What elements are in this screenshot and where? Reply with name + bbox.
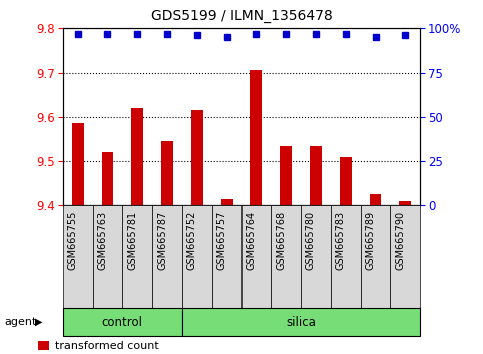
Text: GSM665763: GSM665763 bbox=[98, 210, 108, 270]
Text: GSM665787: GSM665787 bbox=[157, 210, 167, 270]
Bar bbox=[122, 205, 152, 308]
Bar bbox=[242, 205, 271, 308]
Text: control: control bbox=[102, 316, 143, 329]
Bar bbox=[131, 108, 143, 205]
Bar bbox=[182, 205, 212, 308]
Text: GSM665755: GSM665755 bbox=[68, 210, 78, 270]
Text: agent: agent bbox=[5, 317, 37, 327]
Bar bbox=[280, 145, 292, 205]
Text: silica: silica bbox=[286, 316, 316, 329]
Text: GSM665783: GSM665783 bbox=[336, 210, 346, 270]
Bar bbox=[271, 205, 301, 308]
Text: GSM665752: GSM665752 bbox=[187, 210, 197, 270]
Bar bbox=[191, 110, 203, 205]
Text: GSM665789: GSM665789 bbox=[366, 210, 376, 270]
Bar bbox=[152, 205, 182, 308]
Bar bbox=[93, 205, 122, 308]
Bar bbox=[390, 205, 420, 308]
Bar bbox=[361, 205, 390, 308]
Bar bbox=[301, 205, 331, 308]
Bar bbox=[221, 199, 233, 205]
Bar bbox=[182, 308, 420, 336]
Text: GDS5199 / ILMN_1356478: GDS5199 / ILMN_1356478 bbox=[151, 9, 332, 23]
Bar bbox=[331, 205, 361, 308]
Text: GSM665764: GSM665764 bbox=[246, 210, 256, 270]
Text: GSM665780: GSM665780 bbox=[306, 210, 316, 270]
Bar bbox=[369, 194, 382, 205]
Bar bbox=[63, 308, 182, 336]
Bar bbox=[161, 141, 173, 205]
Legend: transformed count, percentile rank within the sample: transformed count, percentile rank withi… bbox=[34, 336, 247, 354]
Bar bbox=[310, 145, 322, 205]
Bar bbox=[72, 124, 84, 205]
Bar bbox=[101, 152, 114, 205]
Bar bbox=[340, 156, 352, 205]
Text: GSM665781: GSM665781 bbox=[127, 210, 137, 270]
Bar bbox=[251, 70, 262, 205]
Text: ▶: ▶ bbox=[35, 317, 43, 327]
Text: GSM665757: GSM665757 bbox=[216, 210, 227, 270]
Text: GSM665790: GSM665790 bbox=[395, 210, 405, 270]
Bar bbox=[63, 205, 93, 308]
Bar bbox=[212, 205, 242, 308]
Bar bbox=[399, 201, 412, 205]
Text: GSM665768: GSM665768 bbox=[276, 210, 286, 270]
